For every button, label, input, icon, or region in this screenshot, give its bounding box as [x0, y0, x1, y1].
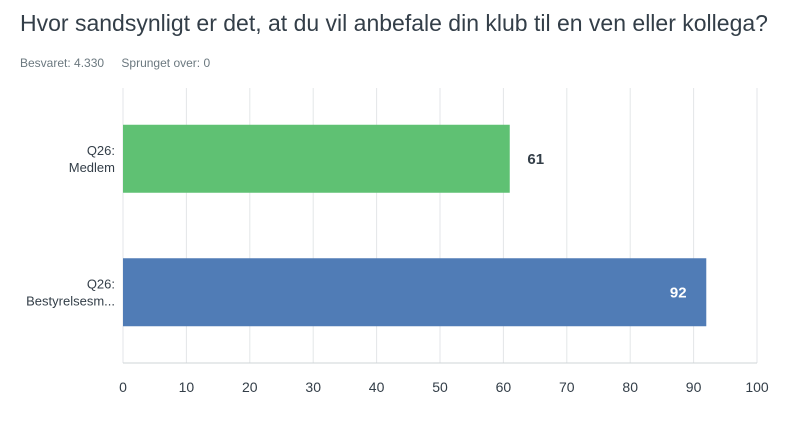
x-tick-label: 70	[559, 379, 575, 395]
x-tick-label: 20	[242, 379, 258, 395]
x-tick-label: 100	[745, 379, 769, 395]
x-tick-label: 90	[686, 379, 702, 395]
x-tick-label: 40	[369, 379, 385, 395]
category-label: Q26: Medlem	[69, 143, 115, 175]
question-title: Hvor sandsynligt er det, at du vil anbef…	[20, 10, 768, 36]
category-label: Q26: Bestyrelsesm...	[26, 276, 115, 308]
x-tick-label: 60	[496, 379, 512, 395]
x-tick-label: 50	[432, 379, 448, 395]
skipped-count: Sprunget over: 0	[121, 56, 211, 70]
x-tick-label: 80	[622, 379, 638, 395]
bar	[123, 124, 510, 193]
response-stats: Besvaret: 4.330 Sprunget over: 0	[20, 56, 224, 70]
x-tick-label: 10	[179, 379, 195, 395]
x-tick-label: 30	[305, 379, 321, 395]
x-tick-label: 0	[119, 379, 127, 395]
data-label: 61	[527, 151, 544, 168]
bar	[123, 258, 707, 327]
answered-count: Besvaret: 4.330	[20, 56, 105, 70]
data-label: 92	[670, 284, 687, 301]
